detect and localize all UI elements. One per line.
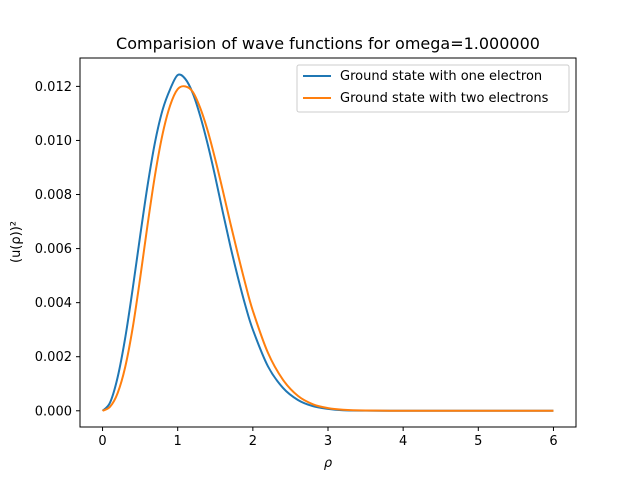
y-tick-label: 0.010 — [35, 134, 72, 149]
y-axis-label: (u(ρ))² — [9, 221, 24, 263]
x-tick-label: 0 — [98, 434, 106, 449]
y-tick-label: 0.006 — [35, 242, 72, 257]
plot-area — [79, 57, 577, 428]
y-axis-ticks: 0.000 0.002 0.004 0.006 0.008 0.010 0.012 — [35, 80, 80, 419]
x-axis-ticks: 0 1 2 3 4 5 6 — [98, 427, 558, 449]
y-tick-label: 0.004 — [35, 296, 72, 311]
chart-title: Comparision of wave functions for omega=… — [116, 34, 540, 53]
x-tick-label: 5 — [474, 434, 482, 449]
x-tick-label: 3 — [324, 434, 332, 449]
x-tick-label: 1 — [174, 434, 182, 449]
plot-frame — [79, 57, 577, 428]
x-tick-label: 2 — [249, 434, 257, 449]
x-tick-label: 6 — [549, 434, 557, 449]
legend: Ground state with one electron Ground st… — [296, 64, 570, 113]
series-line-1 — [101, 73, 554, 412]
y-tick-label: 0.012 — [35, 80, 72, 95]
series-layer — [101, 73, 554, 412]
legend-box — [296, 64, 570, 113]
y-tick-label: 0.000 — [35, 404, 72, 419]
legend-label-series-1: Ground state with one electron — [340, 69, 542, 84]
legend-label-series-2: Ground state with two electrons — [340, 91, 549, 106]
y-tick-label: 0.002 — [35, 350, 72, 365]
x-tick-label: 4 — [399, 434, 407, 449]
series-line-2 — [102, 85, 554, 412]
x-axis-label: ρ — [324, 456, 333, 471]
y-tick-label: 0.008 — [35, 188, 72, 203]
